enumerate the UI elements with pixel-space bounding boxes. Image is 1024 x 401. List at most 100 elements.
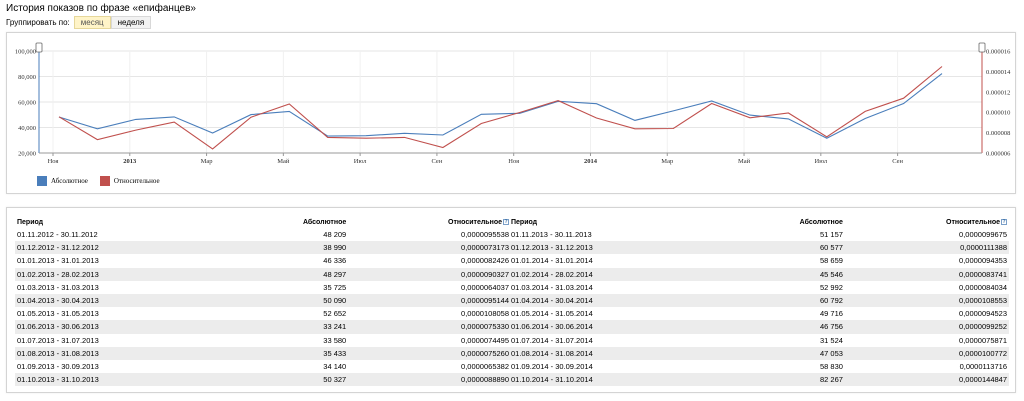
table-row: 01.09.2014 - 30.09.2014 58 830 0,000011371… — [509, 360, 1009, 373]
table-panel: Период Абсолютное Относительное? 01.11.2… — [6, 207, 1016, 393]
x-tick-label: Ноя — [48, 158, 59, 165]
cell-absolute: 46 756 — [725, 320, 845, 334]
cell-relative: 0,0000084034 — [959, 282, 1007, 292]
table-row: 01.04.2013 - 30.04.2013 50 090 0,000009514… — [15, 293, 511, 308]
cell-absolute: 82 267 — [725, 373, 845, 387]
table-row: 01.08.2014 - 31.08.2014 47 053 0,000010077… — [509, 346, 1009, 360]
series-line-absolute — [58, 73, 943, 139]
cell-relative: 0,0000108553 — [844, 293, 1009, 308]
x-tick-label: Июл — [354, 158, 367, 165]
cell-relative: 0,0000094353 — [959, 256, 1007, 266]
cell-period: 01.09.2014 - 30.09.2014 — [511, 361, 593, 371]
cell-relative: 0,0000090327 — [348, 267, 511, 281]
cell-absolute: 50 090 — [229, 293, 349, 308]
table-header: Период Абсолютное Относительное? — [15, 216, 511, 228]
table-row: 01.01.2013 - 31.01.2013 46 336 0,000008242… — [15, 254, 511, 267]
cell-period: 01.01.2014 - 31.01.2014 — [511, 256, 593, 266]
table-row: 01.05.2014 - 31.05.2014 49 716 0,000009452… — [509, 307, 1009, 320]
table-row: 01.05.2013 - 31.05.2013 52 652 0,000010805… — [15, 307, 511, 320]
table-row: 01.11.2013 - 30.11.2013 51 157 0,000009967… — [509, 228, 1009, 241]
table-row: 01.03.2014 - 31.03.2014 52 992 0,000008403… — [509, 281, 1009, 294]
cell-relative: 0,0000065382 — [461, 361, 509, 371]
cell-relative: 0,0000075871 — [959, 335, 1007, 345]
page-title: История показов по фразе «епифанцев» — [6, 3, 196, 14]
cell-period: 01.05.2013 - 31.05.2013 — [17, 309, 99, 319]
cell-absolute: 60 792 — [725, 293, 845, 308]
x-tick-label: 2013 — [123, 158, 137, 165]
cell-period: 01.04.2013 - 30.04.2013 — [15, 293, 230, 308]
y-right-tick-label: 0.000016 — [986, 49, 1011, 56]
table-row: 01.10.2013 - 31.10.2013 50 327 0,000008889… — [15, 373, 511, 387]
cell-period: 01.12.2013 - 31.12.2013 — [509, 241, 726, 255]
legend-item-relative[interactable]: Относительное — [99, 176, 160, 186]
cell-period: 01.04.2014 - 30.04.2014 — [509, 293, 726, 308]
cell-period: 01.08.2013 - 31.08.2013 — [15, 346, 230, 360]
y-right-tick-label: 0.000014 — [986, 69, 1011, 76]
cell-relative: 0,0000073173 — [348, 241, 511, 255]
cell-relative: 0,0000111388 — [844, 241, 1009, 255]
header-relative-label: Относительное — [448, 218, 502, 226]
x-tick-label: Ноя — [508, 158, 519, 165]
cell-period: 01.05.2014 - 31.05.2014 — [511, 309, 593, 319]
header-absolute: Абсолютное — [302, 218, 347, 226]
help-icon[interactable]: ? — [503, 218, 509, 225]
help-icon[interactable]: ? — [1001, 218, 1007, 225]
cell-relative: 0,0000064037 — [461, 282, 509, 292]
group-month-button[interactable]: месяц — [73, 16, 111, 29]
y-left-tick-label: 40,000 — [18, 125, 36, 132]
cell-relative: 0,0000094523 — [959, 309, 1007, 319]
x-tick-label: Май — [277, 158, 290, 165]
cell-relative: 0,0000100772 — [844, 346, 1009, 360]
table-row: 01.02.2013 - 28.02.2013 48 297 0,000009032… — [15, 267, 511, 281]
group-week-button[interactable]: неделя — [110, 16, 152, 29]
cell-absolute: 48 297 — [229, 267, 349, 281]
x-tick-label: Мар — [201, 158, 213, 165]
table-row: 01.12.2013 - 31.12.2013 60 577 0,000011138… — [509, 241, 1009, 255]
cell-absolute: 31 524 — [819, 335, 843, 345]
series-line-relative — [58, 66, 943, 150]
cell-period: 01.02.2014 - 28.02.2014 — [509, 267, 726, 281]
table-row: 01.01.2014 - 31.01.2014 58 659 0,000009435… — [509, 254, 1009, 267]
cell-absolute: 58 830 — [819, 361, 843, 371]
cell-relative: 0,0000144847 — [844, 373, 1009, 387]
cell-relative: 0,0000074495 — [461, 335, 509, 345]
cell-absolute: 52 992 — [819, 282, 843, 292]
table-row: 01.02.2014 - 28.02.2014 45 546 0,000008374… — [509, 267, 1009, 281]
table-row: 01.12.2012 - 31.12.2012 38 990 0,000007317… — [15, 241, 511, 255]
table-row: 01.06.2014 - 30.06.2014 46 756 0,000009925… — [509, 320, 1009, 334]
cell-period: 01.10.2014 - 31.10.2014 — [509, 373, 726, 387]
header-relative: Относительное? — [348, 216, 511, 228]
cell-absolute: 33 241 — [229, 320, 349, 334]
legend-item-absolute[interactable]: Абсолютное — [37, 176, 88, 186]
header-absolute: Абсолютное — [799, 218, 843, 226]
table-header: Период Абсолютное Относительное? — [509, 216, 1009, 228]
x-tick-label: 2014 — [584, 158, 598, 165]
y-right-tick-label: 0.000010 — [986, 110, 1010, 117]
cell-absolute: 46 336 — [323, 256, 347, 266]
chart-panel: 100,000 80,000 60,000 40,000 20,000 0.000016 0… — [6, 32, 1016, 194]
x-tick-label: Мар — [661, 158, 673, 165]
table-row: 01.08.2013 - 31.08.2013 35 433 0,000007526… — [15, 346, 511, 360]
table-row: 01.03.2013 - 31.03.2013 35 725 0,000006403… — [15, 281, 511, 294]
y-left-tick-label: 60,000 — [18, 100, 36, 107]
cell-relative: 0,0000075260 — [348, 346, 511, 360]
cell-period: 01.06.2014 - 30.06.2014 — [509, 320, 726, 334]
cell-period: 01.01.2013 - 31.01.2013 — [17, 256, 99, 266]
group-by-label: Группировать по: — [6, 18, 70, 27]
table-row: 01.06.2013 - 30.06.2013 33 241 0,000007533… — [15, 320, 511, 334]
cell-relative: 0,0000099252 — [844, 320, 1009, 334]
range-handle-left-icon — [35, 42, 43, 53]
range-handle-right-icon — [978, 42, 986, 53]
y-right-tick-label: 0.000012 — [986, 89, 1010, 96]
cell-relative: 0,0000075330 — [348, 320, 511, 334]
table-row: 01.09.2013 - 30.09.2013 34 140 0,000006538… — [15, 360, 511, 373]
cell-relative: 0,0000099675 — [959, 230, 1007, 240]
cell-absolute: 58 659 — [819, 256, 843, 266]
cell-absolute: 50 327 — [229, 373, 349, 387]
y-right-tick-label: 0.000008 — [986, 130, 1010, 137]
impressions-chart: 100,000 80,000 60,000 40,000 20,000 0.000016 0… — [15, 42, 1011, 165]
header-relative: Относительное? — [845, 216, 1009, 228]
cell-period: 01.02.2013 - 28.02.2013 — [15, 267, 230, 281]
x-tick-label: Июл — [815, 158, 828, 165]
y-left-tick-label: 100,000 — [15, 49, 36, 56]
